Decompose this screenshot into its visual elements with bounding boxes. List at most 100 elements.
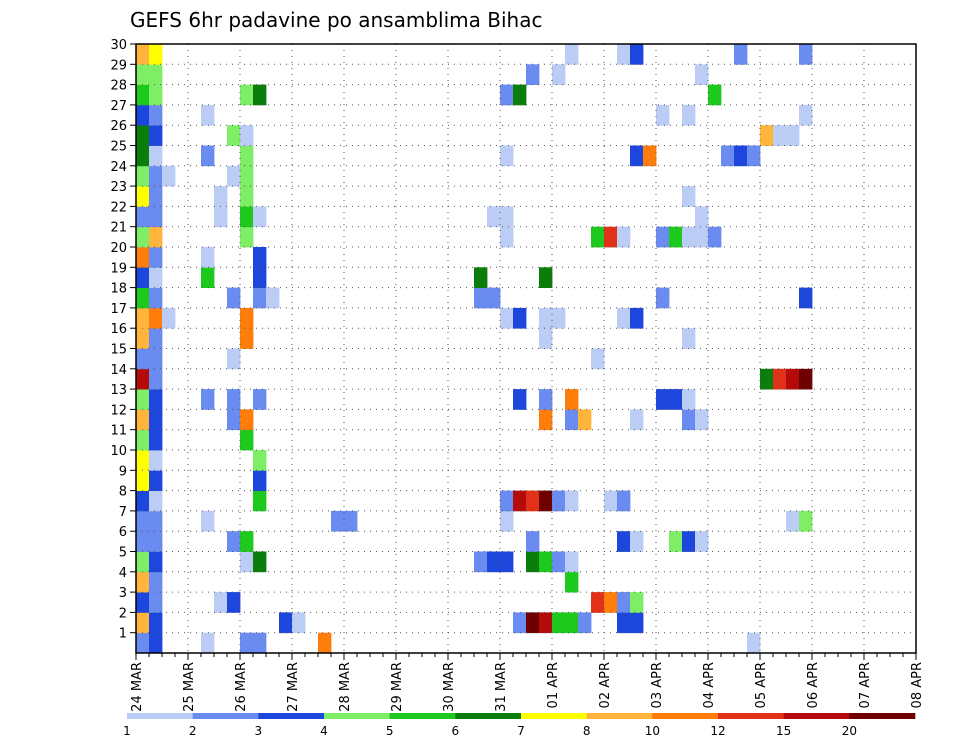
colorbar-swatch — [127, 713, 193, 719]
y-tick-label: 23 — [110, 180, 127, 195]
heatmap-cell — [617, 226, 631, 248]
x-tick-label: 31 MAR — [494, 662, 509, 712]
heatmap-cell — [552, 612, 566, 634]
heatmap-cell — [682, 409, 696, 431]
heatmap-cell — [786, 510, 800, 532]
heatmap-cell — [773, 368, 787, 390]
heatmap-cell — [539, 307, 553, 329]
heatmap-cell — [149, 490, 163, 512]
heatmap-cell — [136, 389, 150, 410]
y-tick-label: 29 — [110, 58, 127, 73]
heatmap-cell — [136, 84, 150, 106]
heatmap-cell — [526, 64, 540, 85]
heatmap-cell — [149, 84, 163, 106]
heatmap-cell — [747, 632, 761, 654]
heatmap-cell — [565, 44, 579, 65]
heatmap-cells — [136, 44, 813, 654]
heatmap-cell — [266, 287, 280, 309]
heatmap-cell — [149, 206, 163, 228]
heatmap-cell — [565, 490, 579, 512]
heatmap-cell — [708, 226, 722, 248]
heatmap-cell — [565, 389, 579, 410]
heatmap-cell — [526, 490, 540, 512]
heatmap-cell — [656, 104, 670, 126]
heatmap-cell — [136, 267, 150, 288]
colorbar-swatch — [455, 713, 522, 719]
heatmap-cell — [578, 409, 592, 431]
y-tick-label: 12 — [110, 403, 127, 418]
heatmap-cell — [201, 104, 215, 126]
heatmap-cell — [253, 206, 267, 228]
heatmap-cell — [149, 429, 163, 451]
x-tick-label: 07 APR — [858, 662, 873, 708]
heatmap-cell — [617, 490, 631, 512]
heatmap-cell — [253, 287, 267, 309]
colorbar-swatch — [521, 713, 587, 719]
colorbar-label: 6 — [452, 724, 460, 738]
heatmap-cell — [136, 145, 150, 167]
heatmap-cell — [201, 389, 215, 410]
heatmap-cell — [136, 348, 150, 370]
heatmap-cell — [682, 389, 696, 410]
heatmap-cell — [669, 226, 683, 248]
heatmap-cell — [201, 267, 215, 288]
heatmap-cell — [136, 328, 150, 349]
heatmap-cell — [136, 612, 150, 634]
heatmap-cell — [500, 145, 514, 167]
heatmap-cell — [201, 247, 215, 268]
heatmap-cell — [136, 490, 150, 512]
heatmap-cell — [149, 104, 163, 126]
heatmap-cell — [682, 104, 696, 126]
colorbar-label: 10 — [645, 724, 660, 738]
heatmap-cell — [136, 165, 150, 187]
heatmap-cell — [604, 490, 618, 512]
heatmap-cell — [539, 328, 553, 349]
heatmap-cell — [227, 348, 241, 370]
x-tick-label: 03 APR — [650, 662, 665, 708]
heatmap-cell — [136, 64, 150, 85]
x-axis: 24 MAR 25 MAR 26 MAR 27 MAR 28 MAR 29 MAR 30 M… — [130, 653, 925, 712]
heatmap-cell — [474, 551, 488, 573]
heatmap-cell — [656, 287, 670, 309]
heatmap-cell — [643, 145, 657, 167]
heatmap-cell — [487, 551, 501, 573]
heatmap-cell — [591, 592, 605, 613]
x-tick-label: 01 APR — [546, 662, 561, 708]
heatmap-cell — [487, 206, 501, 228]
heatmap-cell — [162, 165, 176, 187]
colorbar-swatch — [652, 713, 719, 719]
x-tick-label: 05 APR — [754, 662, 769, 708]
x-tick-label: 30 MAR — [442, 662, 457, 712]
heatmap-cell — [539, 551, 553, 573]
heatmap-cell — [149, 165, 163, 187]
heatmap-cell — [149, 44, 163, 65]
y-tick-label: 25 — [110, 140, 127, 155]
heatmap-cell — [799, 104, 813, 126]
heatmap-cell — [500, 226, 514, 248]
heatmap-cell — [799, 510, 813, 532]
heatmap-cell — [136, 531, 150, 552]
heatmap-cell — [734, 44, 748, 65]
heatmap-cell — [565, 551, 579, 573]
heatmap-cell — [149, 145, 163, 167]
heatmap-cell — [500, 510, 514, 532]
colorbar-swatch — [586, 713, 653, 719]
colorbar-label: 12 — [710, 724, 725, 738]
heatmap-cell — [513, 307, 527, 329]
heatmap-cell — [240, 145, 254, 167]
heatmap-cell — [539, 389, 553, 410]
heatmap-cell — [682, 328, 696, 349]
y-tick-label: 18 — [110, 282, 127, 297]
heatmap-cell — [136, 429, 150, 451]
y-tick-label: 24 — [110, 160, 127, 175]
heatmap-cell — [227, 165, 241, 187]
colorbar-label: 2 — [189, 724, 197, 738]
heatmap-cell — [773, 125, 787, 146]
heatmap-cell — [136, 186, 150, 207]
heatmap-cell — [240, 84, 254, 106]
heatmap-cell — [487, 287, 501, 309]
heatmap-cell — [149, 592, 163, 613]
heatmap-cell — [669, 531, 683, 552]
y-tick-label: 10 — [110, 444, 127, 459]
heatmap-cell — [240, 531, 254, 552]
